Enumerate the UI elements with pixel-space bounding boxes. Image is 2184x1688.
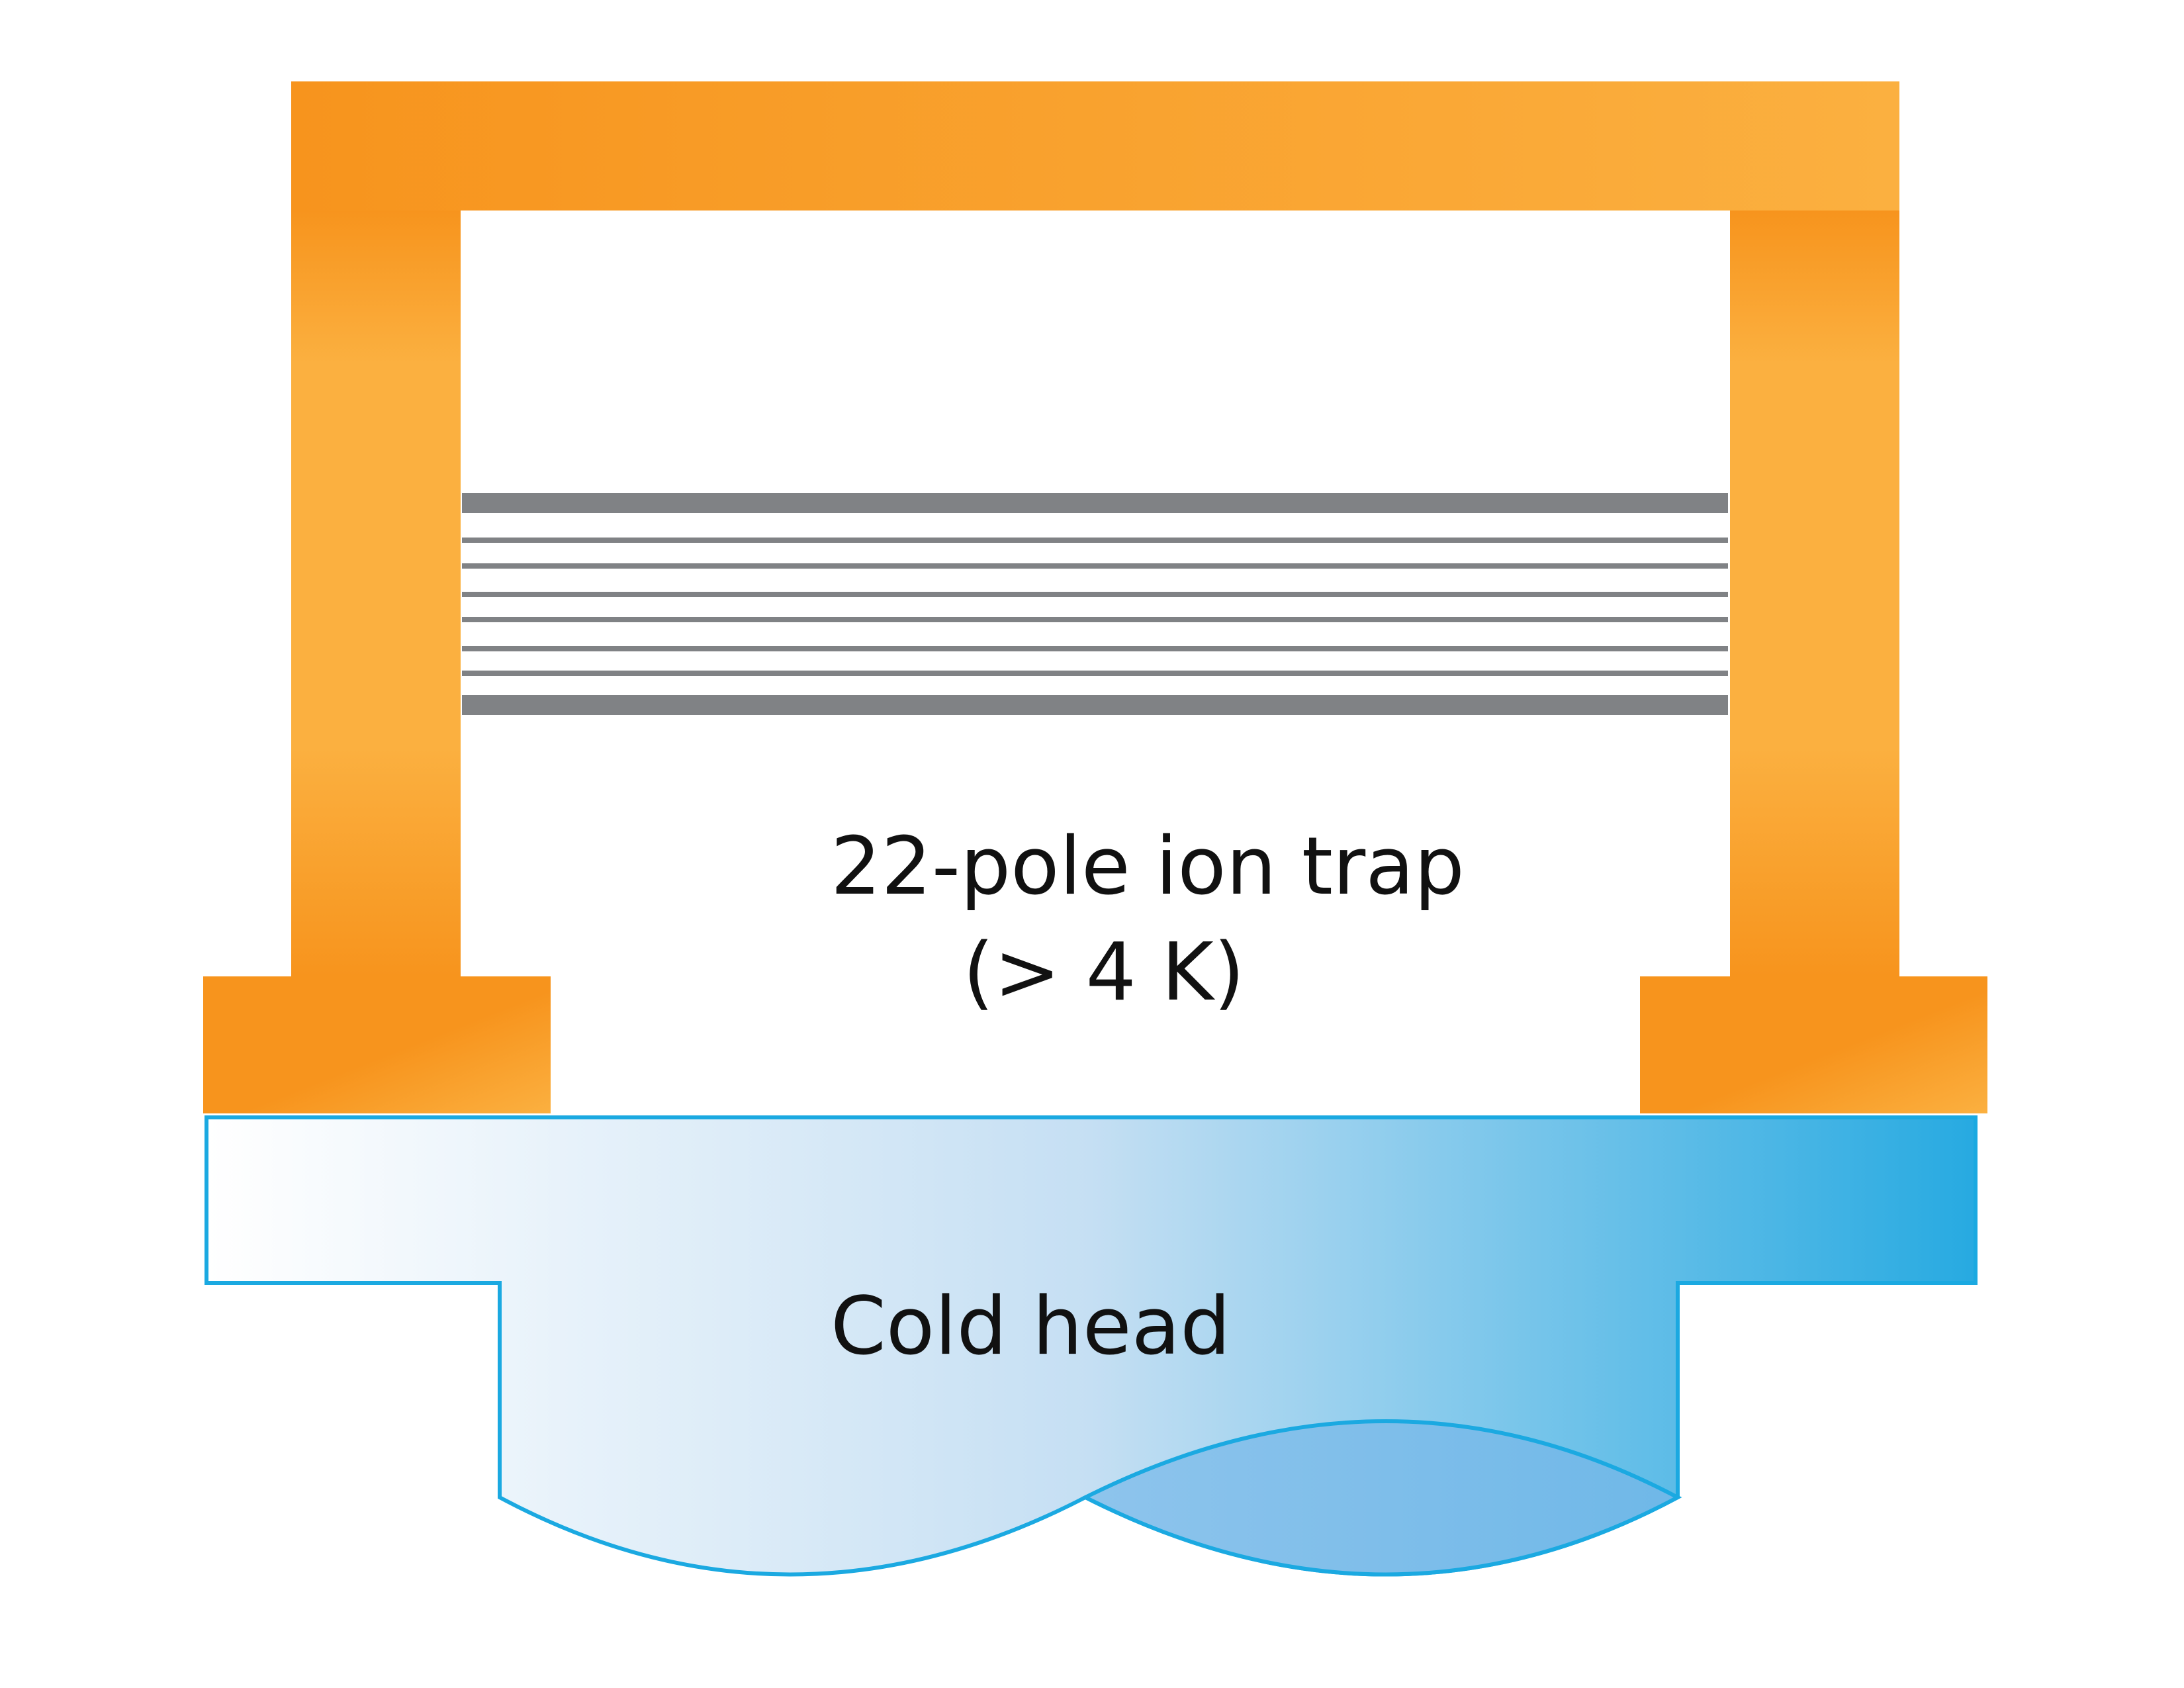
holder-right-pillar — [1730, 211, 1899, 976]
trap-rod — [462, 671, 1728, 676]
holder-top-bar — [291, 81, 1899, 211]
holder-left-foot — [203, 976, 551, 1113]
trap-rod — [462, 538, 1728, 543]
trap-rod — [462, 617, 1728, 622]
copper-holder — [203, 81, 1987, 1113]
trap-temperature-label: (> 4 K) — [963, 927, 1245, 1019]
22-pole-rods — [462, 493, 1728, 715]
trap-rod — [462, 493, 1728, 513]
trap-rod — [462, 592, 1728, 597]
cold-head-lens — [1081, 1419, 1682, 1577]
cold-head-label: Cold head — [831, 1281, 1231, 1373]
trap-rod — [462, 563, 1728, 569]
trap-rod — [462, 695, 1728, 715]
cold-head — [205, 1115, 1978, 1577]
holder-right-foot — [1640, 976, 1987, 1113]
trap-rod — [462, 646, 1728, 651]
ion-trap-label: 22-pole ion trap — [831, 821, 1465, 913]
holder-left-pillar — [291, 211, 461, 976]
